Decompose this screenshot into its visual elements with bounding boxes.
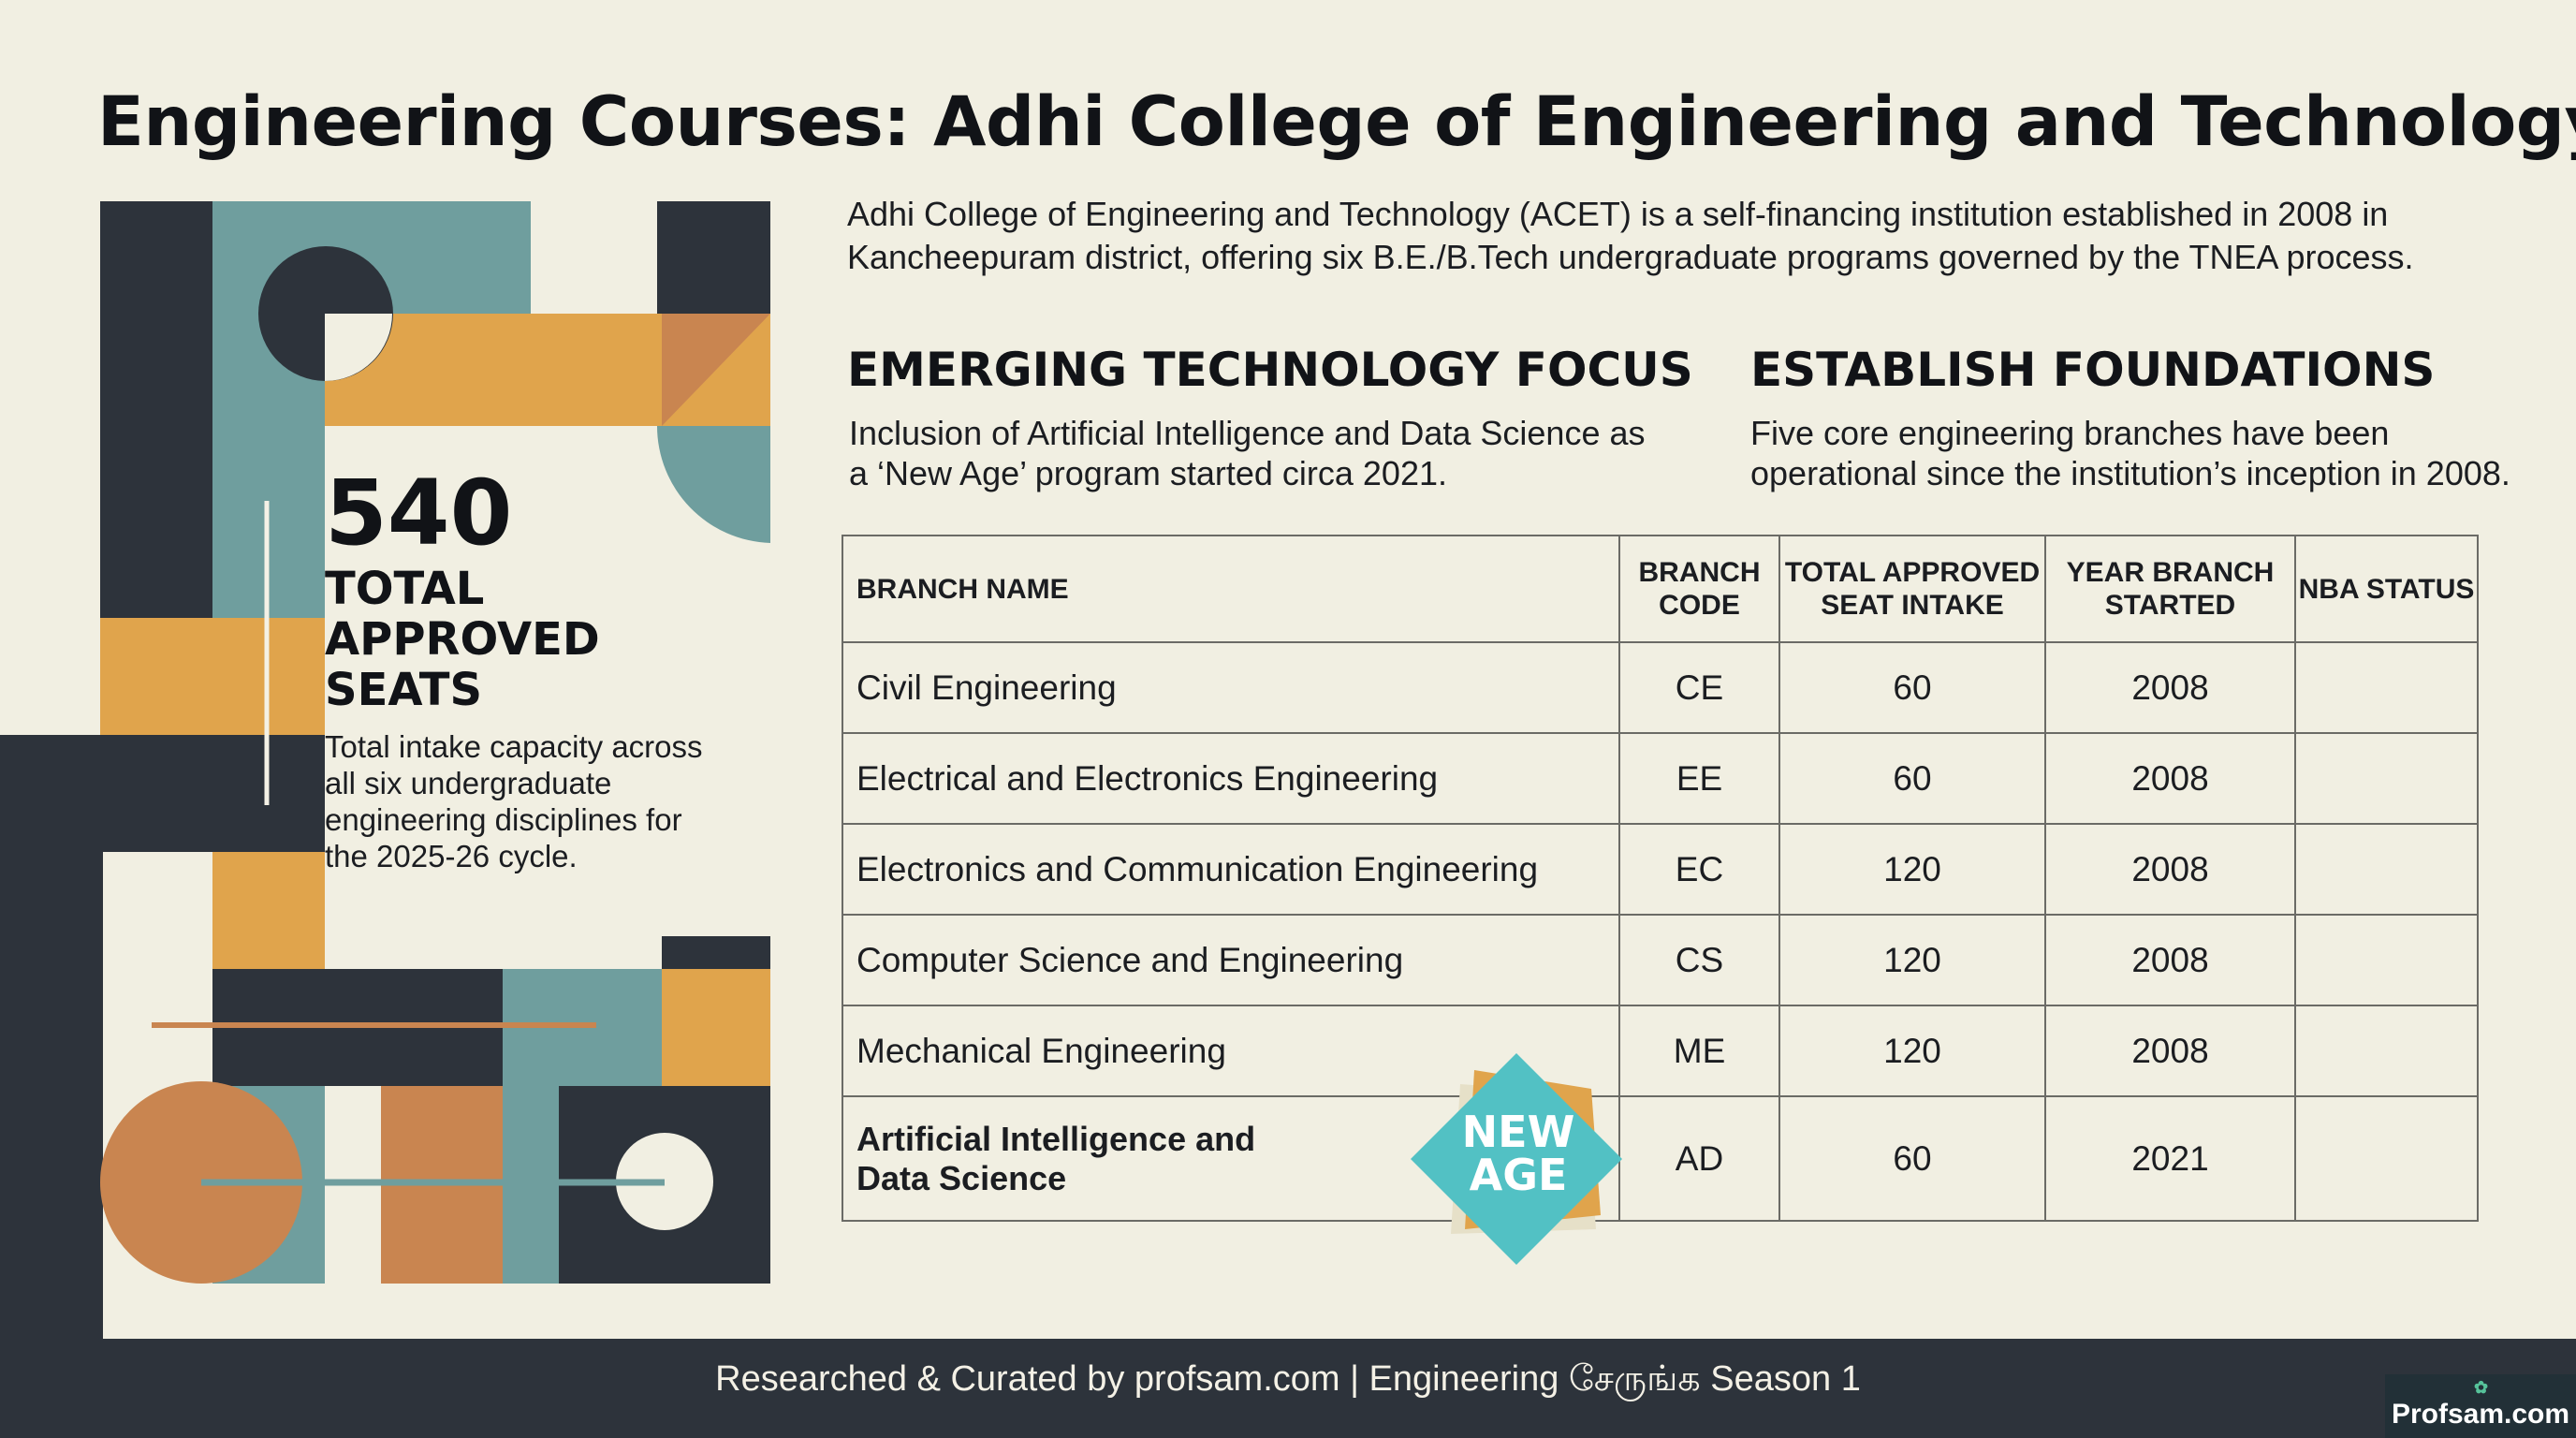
branch-table: BRANCH NAME BRANCH CODE TOTAL APPROVED S…: [842, 535, 2479, 1222]
table-header-row: BRANCH NAME BRANCH CODE TOTAL APPROVED S…: [842, 535, 2479, 643]
nba-status-cell: [2294, 732, 2479, 825]
year-started-cell: 2008: [2044, 914, 2296, 1006]
art-quarter: [657, 426, 770, 543]
stat-label: TOTAL APPROVED SEATS: [325, 564, 718, 715]
seat-intake-cell: 120: [1778, 914, 2046, 1006]
logo-text: Profsam.com: [2391, 1399, 2570, 1430]
year-started-cell: 2008: [2044, 641, 2296, 734]
branch-name-cell: Civil Engineering: [842, 641, 1620, 734]
badge-line: NEW: [1461, 1107, 1575, 1157]
footer-credit: Researched & Curated by profsam.com | En…: [715, 1359, 1861, 1399]
seat-intake-cell: 120: [1778, 1005, 2046, 1097]
nba-status-cell: [2294, 823, 2479, 916]
nba-status-cell: [2294, 1095, 2479, 1222]
branch-name-text: Artificial Intelligence and Data Science: [856, 1119, 1256, 1197]
branch-name-cell: Computer Science and Engineering: [842, 914, 1620, 1006]
column-header: BRANCH NAME: [842, 535, 1620, 643]
branch-name-cell: Electronics and Communication Engineerin…: [842, 823, 1620, 916]
stat-label-line: SEATS: [325, 664, 483, 716]
stat-label-line: TOTAL: [325, 563, 485, 615]
branch-code-cell: EE: [1618, 732, 1780, 825]
new-age-badge: [1411, 1053, 1622, 1265]
table-row: Civil Engineering CE 60 2008: [842, 641, 2479, 734]
art-block: [657, 201, 770, 314]
branch-code-cell: AD: [1618, 1095, 1780, 1222]
year-started-cell: 2008: [2044, 823, 2296, 916]
nba-status-cell: [2294, 641, 2479, 734]
art-quarter: [549, 201, 657, 314]
new-age-badge-text: NEW AGE: [1412, 1110, 1625, 1196]
branch-name-cell: Electrical and Electronics Engineering: [842, 732, 1620, 825]
intro-paragraph: Adhi College of Engineering and Technolo…: [847, 195, 2414, 276]
stat-number: 540: [325, 461, 513, 565]
geometric-art-panel: 540 TOTAL APPROVED SEATS Total intake ca…: [100, 201, 770, 1284]
stat-label-line: APPROVED: [325, 613, 600, 666]
table-row: Artificial Intelligence and Data Science…: [842, 1095, 2479, 1222]
branch-code-cell: EC: [1618, 823, 1780, 916]
focus-title-emerging: EMERGING TECHNOLOGY FOCUS: [847, 343, 1693, 397]
column-header: TOTAL APPROVED SEAT INTAKE: [1778, 535, 2046, 643]
seat-intake-cell: 60: [1778, 1095, 2046, 1222]
seat-intake-cell: 120: [1778, 823, 2046, 916]
art-block: [662, 936, 770, 969]
page-title: Engineering Courses: Adhi College of Eng…: [97, 82, 2576, 162]
stat-description: Total intake capacity across all six und…: [325, 729, 703, 873]
art-block: [662, 969, 770, 1086]
seat-intake-cell: 60: [1778, 641, 2046, 734]
stat-box: 540 TOTAL APPROVED SEATS Total intake ca…: [325, 468, 718, 874]
badge-line: AGE: [1469, 1150, 1568, 1200]
table-row: Electronics and Communication Engineerin…: [842, 823, 2479, 916]
art-triangle: [662, 314, 770, 426]
branch-code-cell: CS: [1618, 914, 1780, 1006]
table-row: Electrical and Electronics Engineering E…: [842, 732, 2479, 825]
table-row: Computer Science and Engineering CS 120 …: [842, 914, 2479, 1006]
nba-status-cell: [2294, 914, 2479, 1006]
art-block: [100, 618, 325, 735]
seat-intake-cell: 60: [1778, 732, 2046, 825]
profsam-logo: ✿ Profsam.com: [2385, 1374, 2576, 1438]
focus-title-foundations: ESTABLISH FOUNDATIONS: [1750, 343, 2436, 397]
focus-description-foundations: Five core engineering branches have been…: [1750, 414, 2510, 492]
column-header: YEAR BRANCH STARTED: [2044, 535, 2296, 643]
left-dark-band: [0, 735, 103, 1438]
logo-leaf-icon: ✿: [2474, 1378, 2489, 1397]
badge-diamond: [1411, 1053, 1622, 1265]
art-block: [100, 735, 325, 852]
focus-description-emerging: Inclusion of Artificial Intelligence and…: [849, 414, 1646, 492]
year-started-cell: 2008: [2044, 732, 2296, 825]
table-row: Mechanical Engineering ME 120 2008: [842, 1005, 2479, 1097]
branch-code-cell: CE: [1618, 641, 1780, 734]
column-header: NBA STATUS: [2294, 535, 2479, 643]
art-quarter: [325, 314, 392, 381]
art-block: [212, 852, 325, 974]
art-shapes: [100, 201, 770, 1284]
branch-code-cell: ME: [1618, 1005, 1780, 1097]
nba-status-cell: [2294, 1005, 2479, 1097]
year-started-cell: 2008: [2044, 1005, 2296, 1097]
footer-bar: [0, 1339, 2576, 1438]
column-header: BRANCH CODE: [1618, 535, 1780, 643]
year-started-cell: 2021: [2044, 1095, 2296, 1222]
art-block: [100, 201, 212, 618]
